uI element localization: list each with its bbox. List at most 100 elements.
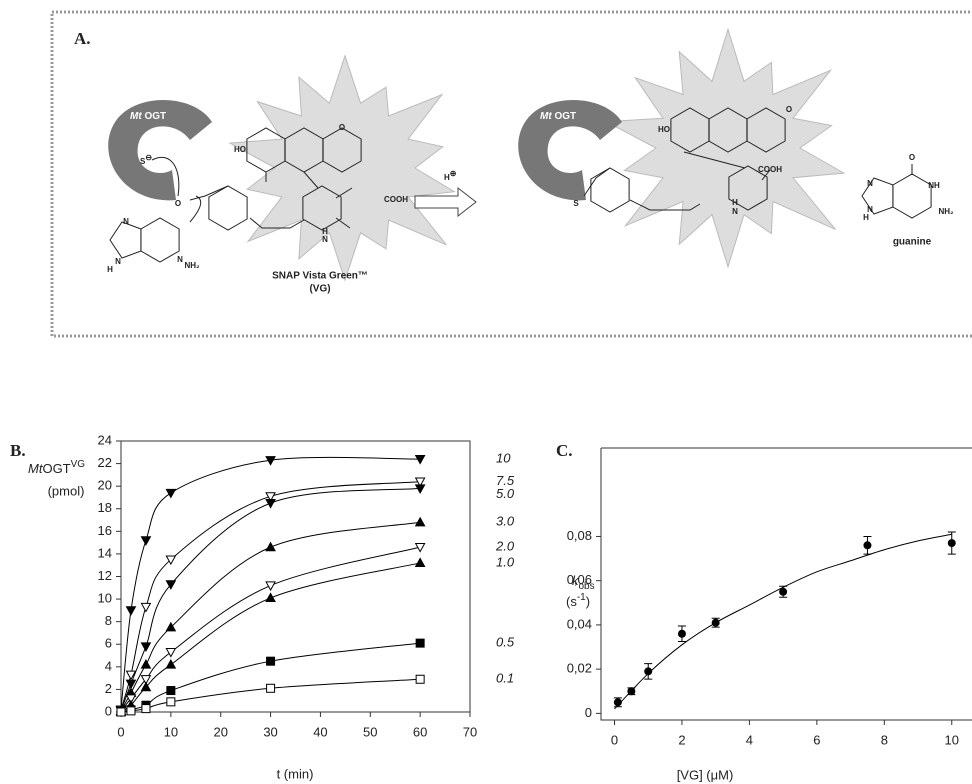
panel-label: A. [74, 29, 91, 48]
bonds [189, 171, 353, 229]
point [165, 648, 177, 658]
atom-label: S [573, 199, 579, 208]
point [165, 621, 177, 632]
ring [728, 165, 768, 211]
y-tick-label: 0,04 [567, 616, 592, 631]
atom-label: O [786, 105, 792, 114]
point [414, 454, 426, 465]
x-tick-label: 8 [881, 732, 888, 747]
x-tick-label: 50 [363, 724, 377, 739]
series-label: 0.1 [496, 671, 514, 686]
point [265, 581, 276, 592]
y-tick-label: 18 [98, 500, 112, 515]
y-axis-unit: (pmol) [48, 483, 85, 498]
enzyme-italic: Mt [540, 111, 552, 122]
atom-label: N [115, 257, 121, 266]
point [140, 642, 152, 653]
atom-label: N [732, 207, 738, 216]
series-group: 10 7.55.0 3.0 2.01.0 0.5 0.1 [115, 451, 515, 717]
point [125, 694, 137, 704]
point [165, 488, 177, 499]
point [414, 543, 426, 553]
point [265, 499, 276, 509]
y-tick-label: 0,06 [567, 572, 592, 587]
point [414, 557, 426, 568]
x-tick-label: 0 [117, 724, 124, 739]
series-label: 5.0 [496, 486, 515, 501]
point [165, 659, 177, 669]
x-tick-label: 70 [463, 724, 477, 739]
y-tick-label: 0 [105, 703, 112, 718]
atom-label: O [339, 123, 345, 132]
y-tick-label: 0,02 [567, 661, 592, 676]
point [165, 580, 177, 590]
atom-label: NH₂ [184, 261, 200, 270]
ring [109, 221, 142, 259]
x-axis-label: [VG] (μM) [677, 767, 734, 782]
atom-label: N [177, 255, 183, 264]
atom-label: N [123, 217, 129, 226]
panel-label: C. [556, 441, 573, 460]
y-unit-sup: -1 [577, 592, 586, 603]
point [265, 592, 276, 603]
leaving-group: guanine [893, 237, 932, 248]
y-tick-label: 4 [105, 658, 112, 673]
y-label-sub: obs [579, 581, 595, 592]
series-group [613, 531, 956, 710]
proton: H⊕ [444, 169, 457, 182]
x-tick-label: 60 [413, 724, 427, 739]
point [677, 629, 686, 638]
point [414, 477, 426, 488]
enzyme-name: OGT [142, 111, 166, 122]
x-tick-label: 10 [164, 724, 178, 739]
ring [140, 217, 180, 263]
y-unit-open: (s [566, 594, 577, 609]
y-tick-label: 16 [98, 523, 112, 538]
x-tick-label: 2 [678, 732, 685, 747]
point [141, 704, 151, 714]
y-tick-label: 24 [98, 432, 112, 447]
y-axis-label: MtOGTVG [28, 459, 85, 477]
series-label: 0.5 [496, 635, 515, 650]
fit-curve [614, 533, 952, 710]
point [711, 618, 720, 627]
bonds [583, 151, 771, 211]
atom-label: COOH [384, 195, 408, 204]
enzyme-name: OGT [552, 111, 576, 122]
point [947, 539, 956, 548]
series-label: 7.5 [496, 473, 515, 488]
ring [861, 177, 894, 215]
atom-label: O [175, 199, 181, 208]
point [166, 686, 176, 696]
ring [302, 185, 342, 231]
y-tick-label: 10 [98, 591, 112, 606]
x-tick-label: 10 [945, 732, 959, 747]
point [265, 541, 276, 552]
y-axis-label: kobs [572, 573, 595, 591]
atom-label: H [732, 198, 738, 207]
atom-label: H [863, 213, 869, 222]
point [414, 516, 426, 527]
x-axis-label: t (min) [277, 766, 314, 781]
y-tick-label: 0,08 [567, 528, 592, 543]
atom-label: O [909, 153, 915, 162]
series-label: 2.0 [495, 539, 515, 554]
substrate-abbr: (VG) [309, 284, 330, 295]
ring [590, 167, 630, 213]
fit-curve [120, 642, 421, 713]
point [140, 681, 152, 692]
x-tick-label: 4 [746, 732, 753, 747]
point [266, 656, 276, 666]
point [140, 675, 152, 685]
point [125, 679, 137, 690]
enzyme-shape [518, 100, 622, 201]
y-label-symbol: k [572, 573, 580, 588]
y-tick-label: 20 [98, 478, 112, 493]
point [165, 555, 177, 566]
point [415, 638, 425, 648]
point [126, 706, 136, 716]
enzyme-shape [108, 100, 212, 201]
y-tick-label: 6 [105, 636, 112, 651]
series-label: 1.0 [496, 554, 515, 569]
